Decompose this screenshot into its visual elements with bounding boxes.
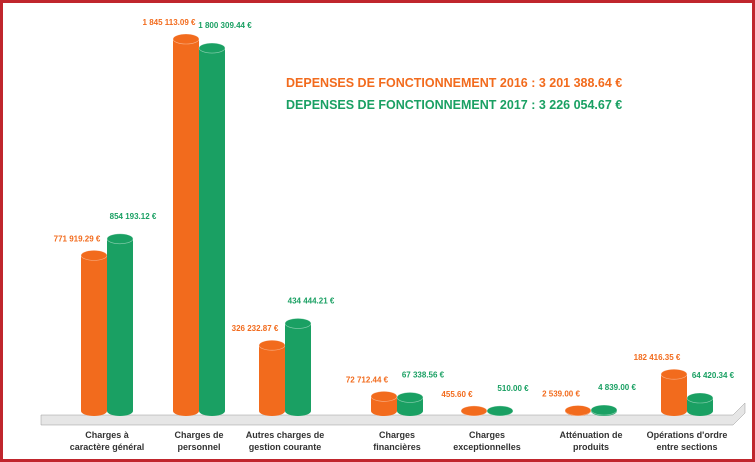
bar-top (172, 33, 200, 45)
data-label: 326 232.87 € (232, 324, 279, 333)
bar-top (486, 405, 514, 417)
data-label: 455.60 € (441, 390, 473, 399)
bar (173, 39, 199, 416)
x-tick-label: Charges de personnel (174, 430, 224, 452)
bar (81, 255, 107, 416)
data-label: 1 845 113.09 € (143, 18, 196, 27)
chart: DEPENSES DE FONCTIONNEMENT 2016 : 3 201 … (40, 18, 746, 426)
data-label: 2 539.00 € (542, 389, 580, 398)
data-label: 67 338.56 € (402, 370, 445, 379)
data-label: 182 416.35 € (634, 353, 681, 362)
bar (259, 345, 285, 416)
x-tick-label: Charges financières (373, 430, 421, 452)
data-label: 854 193.12 € (110, 212, 157, 221)
bar-top (460, 405, 488, 417)
x-tick-label: Opérations d'ordre entre sections (646, 430, 728, 452)
data-label: 72 712.44 € (346, 375, 389, 384)
x-tick-label: Atténuation de produits (559, 430, 623, 452)
data-label: 1 800 309.44 € (198, 21, 252, 30)
data-label: 771 919.29 € (54, 234, 101, 243)
bar-top (396, 392, 424, 403)
bar-top (686, 392, 714, 404)
bar-top (106, 233, 134, 245)
data-label: 510.00 € (497, 384, 529, 393)
x-tick-label: Charges à caractère général (69, 430, 145, 452)
x-tick-label: Autres charges de gestion courante (245, 430, 325, 452)
bar-top (564, 405, 592, 416)
legend-entry: DEPENSES DE FONCTIONNEMENT 2017 : 3 226 … (286, 98, 622, 112)
bar-top (590, 404, 618, 416)
bar-top (80, 250, 108, 261)
bar-top (660, 368, 688, 380)
bar (661, 374, 687, 416)
bar-top (284, 318, 312, 329)
data-label: 4 839.00 € (598, 383, 636, 392)
bar (199, 48, 225, 417)
floor (40, 402, 746, 426)
bar (107, 238, 133, 416)
data-label: 64 420.34 € (692, 371, 735, 380)
legend-entry: DEPENSES DE FONCTIONNEMENT 2016 : 3 201 … (286, 76, 622, 90)
data-label: 434 444.21 € (288, 296, 335, 305)
bar-top (258, 339, 286, 351)
bar (371, 396, 397, 416)
bar (285, 323, 311, 416)
bar-top (198, 42, 226, 54)
x-tick-label: Charges exceptionnelles (453, 430, 521, 452)
bar-top (370, 391, 398, 402)
